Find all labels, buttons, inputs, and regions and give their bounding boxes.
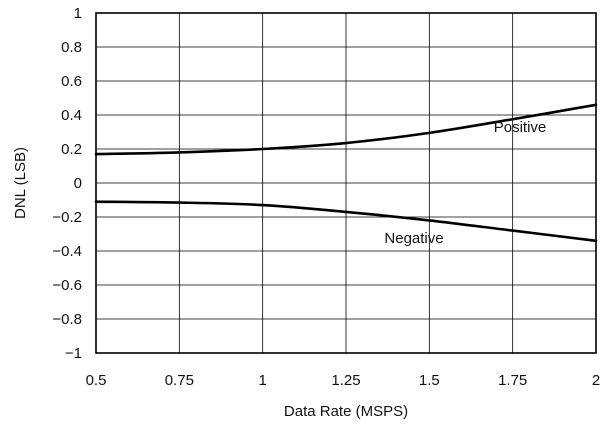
y-tick-label: 0.6 xyxy=(61,73,82,90)
x-tick-label: 1 xyxy=(258,372,266,389)
x-tick-label: 0.75 xyxy=(165,372,194,389)
y-tick-label: 0.8 xyxy=(61,39,82,56)
x-tick-label: 2 xyxy=(592,372,600,389)
y-axis-title: DNL (LSB) xyxy=(12,147,29,219)
y-tick-label: −0.6 xyxy=(52,277,82,294)
y-tick-label: −0.8 xyxy=(52,311,82,328)
series-label-negative: Negative xyxy=(384,230,443,247)
x-tick-label: 1.25 xyxy=(331,372,360,389)
series-lines xyxy=(94,103,598,243)
y-tick-label: −0.2 xyxy=(52,209,82,226)
grid-lines xyxy=(96,13,596,353)
y-tick-label: 0 xyxy=(74,175,82,192)
series-line-negative xyxy=(94,200,598,243)
series-labels: Positive Negative xyxy=(384,119,546,247)
y-tick-label: 0.4 xyxy=(61,107,82,124)
series-line-positive xyxy=(94,103,598,156)
plot-area xyxy=(95,12,597,354)
y-tick-labels: 1 0.8 0.6 0.4 0.2 0 −0.2 −0.4 −0.6 −0.8 −1 xyxy=(52,5,82,362)
x-tick-label: 1.75 xyxy=(498,372,527,389)
x-tick-label: 1.5 xyxy=(419,372,440,389)
x-tick-labels: 0.5 0.75 1 1.25 1.5 1.75 2 xyxy=(86,372,601,389)
y-tick-label: −1 xyxy=(65,345,82,362)
y-tick-label: 1 xyxy=(74,5,82,22)
series-label-positive: Positive xyxy=(494,119,547,136)
x-axis-title: Data Rate (MSPS) xyxy=(284,403,408,420)
y-tick-label: −0.4 xyxy=(52,243,82,260)
x-tick-label: 0.5 xyxy=(86,372,107,389)
y-tick-label: 0.2 xyxy=(61,141,82,158)
